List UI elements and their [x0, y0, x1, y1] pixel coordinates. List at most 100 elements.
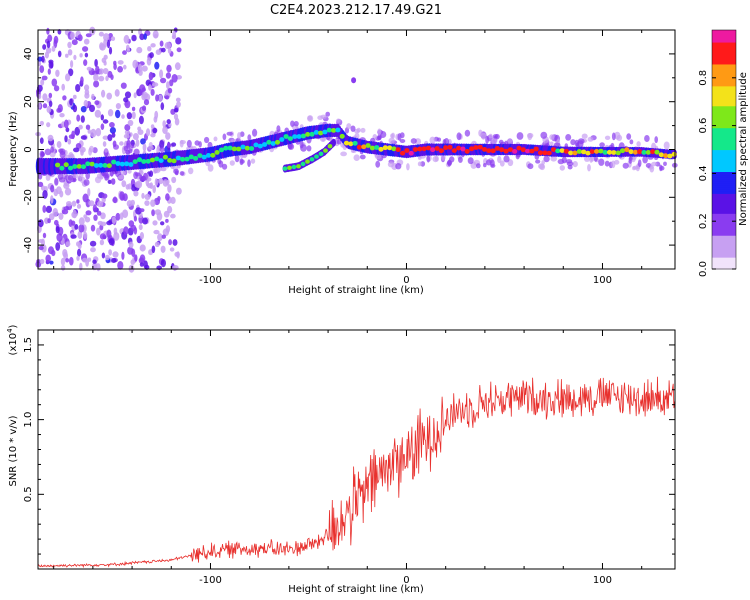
noise-cell	[152, 220, 158, 226]
noise-cell	[119, 212, 124, 220]
noise-cell	[94, 109, 102, 118]
noise-cell	[134, 254, 138, 262]
noise-cell	[50, 184, 55, 193]
halo-cell	[429, 136, 436, 144]
core-cell	[542, 150, 548, 156]
core-cell	[369, 145, 375, 151]
noise-cell	[80, 149, 84, 156]
halo-cell	[492, 134, 498, 139]
halo-cell	[336, 118, 341, 123]
noise-cell	[147, 46, 152, 52]
noise-cell	[102, 135, 109, 140]
noise-cell	[146, 57, 152, 66]
noise-cell	[123, 97, 129, 103]
noise-cell	[171, 176, 177, 184]
halo-cell	[247, 134, 252, 142]
noise-cell	[72, 104, 78, 113]
noise-cell	[42, 103, 48, 109]
noise-cell	[107, 109, 114, 117]
noise-cell	[45, 254, 51, 263]
noise-cell	[139, 174, 143, 182]
noise-cell	[117, 261, 124, 270]
core-cell	[145, 158, 151, 164]
noise-cell	[153, 229, 160, 235]
noise-cell	[55, 226, 60, 234]
noise-cell	[90, 224, 96, 232]
noise-cell	[154, 209, 162, 216]
core-cell	[72, 164, 78, 169]
colorbar-gradient	[712, 30, 736, 270]
noise-cell	[42, 190, 48, 199]
halo-cell	[587, 136, 594, 142]
core-cell	[361, 144, 367, 150]
noise-cell	[144, 193, 151, 200]
noise-cell	[162, 179, 169, 187]
halo-cell	[572, 161, 578, 168]
halo-cell	[611, 160, 616, 169]
halo-cell	[557, 158, 565, 165]
noise-cell	[123, 226, 129, 235]
noise-cell	[159, 40, 164, 47]
core-cell	[205, 153, 212, 158]
noise-cell	[72, 94, 77, 100]
noise-cell	[68, 134, 75, 140]
noise-cell	[77, 248, 82, 257]
core-cell	[80, 164, 87, 170]
core-cell	[158, 158, 164, 164]
core-cell	[464, 149, 470, 154]
core-cell	[223, 145, 229, 151]
halo-cell	[549, 134, 555, 140]
branch-core-cell	[309, 157, 315, 162]
core-cell	[249, 146, 255, 151]
core-cell	[430, 147, 436, 153]
noise-cell	[63, 119, 69, 129]
noise-cell	[130, 259, 136, 265]
halo-cell	[250, 158, 256, 164]
noise-cell	[155, 49, 162, 55]
halo-cell	[628, 156, 633, 161]
core-cell	[645, 150, 651, 155]
noise-cell	[142, 217, 149, 225]
noise-cell	[101, 193, 108, 199]
core-cell	[611, 150, 617, 155]
halo-cell	[45, 174, 51, 181]
core-cell	[111, 159, 117, 165]
noise-cell	[161, 234, 166, 239]
noise-cell	[53, 85, 60, 92]
halo-cell	[77, 175, 82, 182]
noise-cell	[69, 256, 74, 266]
noise-cell	[47, 134, 54, 142]
halo-cell	[478, 129, 483, 137]
noise-cell	[162, 120, 166, 128]
noise-cell	[80, 106, 87, 113]
noise-cell	[101, 89, 106, 98]
halo-cell	[127, 169, 132, 174]
colorbar-strip	[712, 197, 736, 200]
noise-cell	[132, 133, 139, 140]
x-tick-label: 0	[403, 575, 409, 586]
halo-cell	[356, 127, 361, 133]
noise-cell	[72, 209, 77, 219]
noise-cell	[63, 206, 70, 211]
noise-cell	[65, 127, 70, 133]
branch-cell	[331, 138, 336, 147]
colorbar-strip	[712, 87, 736, 91]
halo-cell	[247, 159, 251, 167]
core-cell	[119, 161, 125, 167]
colorbar-strip	[712, 163, 736, 167]
core-cell	[236, 146, 242, 152]
colorbar-strip	[712, 75, 736, 79]
colorbar-strip	[712, 165, 736, 169]
noise-cell	[150, 199, 156, 207]
noise-cell	[126, 200, 133, 207]
branch-core-cell	[323, 148, 328, 153]
noise-cell	[124, 129, 130, 135]
noise-cell	[127, 119, 134, 127]
noise-cell	[46, 27, 50, 35]
halo-cell	[104, 148, 108, 153]
core-cell	[149, 157, 156, 163]
noise-cell	[154, 110, 159, 120]
colorbar-strip	[712, 119, 736, 123]
noise-cell	[115, 212, 121, 221]
branch-core-cell	[282, 166, 288, 171]
